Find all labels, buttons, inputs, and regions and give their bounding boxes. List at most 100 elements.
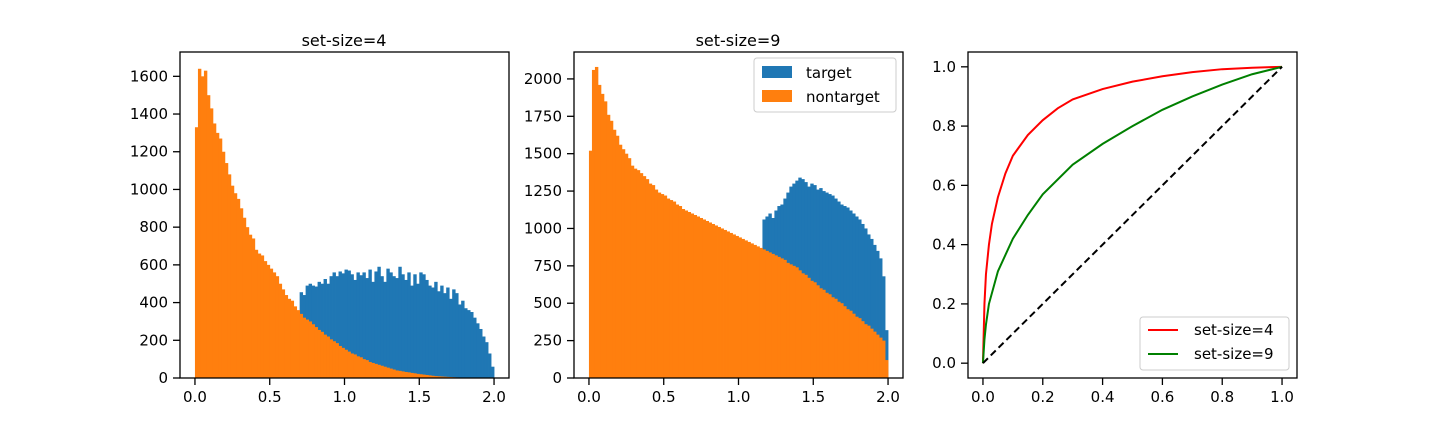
x-tick-label: 0.2 <box>1031 388 1055 406</box>
bar-nontarget-62 <box>774 255 778 378</box>
roc-lines <box>981 65 1283 364</box>
bar-nontarget-79 <box>431 375 435 378</box>
bar-nontarget-56 <box>362 359 366 378</box>
legend-swatch-nontarget <box>762 90 792 102</box>
bar-nontarget-51 <box>347 351 351 378</box>
bar-target-80 <box>828 194 832 378</box>
bar-nontarget-59 <box>371 362 375 378</box>
bar-nontarget-57 <box>759 247 763 378</box>
bar-nontarget-64 <box>386 367 390 378</box>
bar-target-94 <box>870 238 874 378</box>
bar-nontarget-97 <box>879 337 883 378</box>
bar-nontarget-33 <box>687 212 692 378</box>
bar-nontarget-3 <box>597 84 602 379</box>
bar-target-75 <box>813 185 817 378</box>
bar-nontarget-13 <box>233 193 238 378</box>
bar-target-55 <box>359 275 363 378</box>
y-tick-label: 1600 <box>130 67 168 85</box>
x-tick-label: 1.0 <box>1270 388 1294 406</box>
bar-nontarget-78 <box>822 289 826 378</box>
legend-roc: set-size=4 set-size=9 <box>1139 316 1290 371</box>
bar-nontarget-15 <box>239 208 244 378</box>
bar-target-95 <box>479 328 483 378</box>
bar-nontarget-40 <box>708 222 712 378</box>
bar-target-92 <box>470 312 474 378</box>
bar-nontarget-10 <box>618 144 623 378</box>
y-tick-label: 1400 <box>130 105 168 123</box>
bar-target-68 <box>398 266 402 378</box>
bar-nontarget-80 <box>434 376 438 378</box>
bar-nontarget-21 <box>651 185 656 378</box>
bar-nontarget-30 <box>678 206 683 378</box>
bar-nontarget-25 <box>269 268 274 378</box>
y-tick-label: 200 <box>139 331 168 349</box>
y-tick-label: 800 <box>139 218 168 236</box>
bar-nontarget-61 <box>377 364 381 378</box>
x-tick-label: 0.0 <box>183 388 207 406</box>
bar-target-49 <box>341 273 345 378</box>
bar-nontarget-67 <box>395 370 399 378</box>
bar-target-73 <box>413 274 417 378</box>
bar-nontarget-1 <box>197 68 202 378</box>
x-tick-label: 0.4 <box>1091 388 1115 406</box>
bar-target-54 <box>356 272 360 378</box>
bar-target-82 <box>440 285 444 378</box>
bar-nontarget-59 <box>765 250 769 378</box>
bar-nontarget-21 <box>257 253 262 378</box>
y-tick-label: 0.2 <box>932 295 956 313</box>
bar-nontarget-17 <box>245 227 250 378</box>
x-tick-label: 0.0 <box>577 388 601 406</box>
bar-target-98 <box>488 353 492 378</box>
y-tick-label: 0 <box>552 369 562 387</box>
bar-nontarget-9 <box>615 135 620 378</box>
bar-nontarget-75 <box>813 282 817 378</box>
bar-nontarget-43 <box>717 226 721 378</box>
bar-target-89 <box>855 216 859 378</box>
bar-target-90 <box>464 308 468 378</box>
bar-target-69 <box>401 274 405 378</box>
bar-target-42 <box>320 283 324 378</box>
bar-nontarget-98 <box>882 340 886 378</box>
bar-nontarget-37 <box>305 319 310 378</box>
bar-nontarget-31 <box>681 209 686 378</box>
y-tick-label: 500 <box>533 294 562 312</box>
x-tick-label: 1.5 <box>801 388 825 406</box>
bar-nontarget-0 <box>194 127 199 378</box>
bar-nontarget-75 <box>419 374 423 378</box>
y-tick-label: 250 <box>533 332 562 350</box>
bar-target-95 <box>873 244 877 378</box>
bar-target-72 <box>410 285 414 378</box>
bar-nontarget-74 <box>416 373 420 378</box>
bar-nontarget-15 <box>633 168 638 378</box>
bar-target-60 <box>374 271 378 378</box>
bar-nontarget-65 <box>783 259 787 378</box>
legend-label-target: target <box>806 64 852 82</box>
bar-target-79 <box>431 287 435 378</box>
bar-target-82 <box>834 198 838 378</box>
line-diagonal <box>982 66 1283 364</box>
bar-target-50 <box>344 269 348 378</box>
x-tick-label: 2.0 <box>482 388 506 406</box>
bar-target-94 <box>476 323 480 378</box>
y-tick-label: 1200 <box>130 143 168 161</box>
bar-target-59 <box>371 281 375 378</box>
bar-nontarget-65 <box>389 368 393 378</box>
bar-target-43 <box>323 279 327 378</box>
bar-nontarget-48 <box>338 345 342 378</box>
bar-nontarget-68 <box>398 370 402 378</box>
bar-nontarget-32 <box>684 210 689 378</box>
bar-target-83 <box>443 293 447 378</box>
bar-nontarget-29 <box>281 289 286 378</box>
bar-target-91 <box>467 310 471 378</box>
roc-curves: 0.0 0.2 0.4 0.6 0.8 1.0 0.0 0.2 0.4 0.6 0.8 1.0 se… <box>932 51 1298 406</box>
bar-target-46 <box>332 272 336 378</box>
bar-target-53 <box>353 279 357 378</box>
y-tick-label: 600 <box>139 256 168 274</box>
bar-nontarget-58 <box>762 249 766 378</box>
bars-set-size-4 <box>194 68 495 379</box>
bar-nontarget-72 <box>804 274 808 378</box>
x-tick-label: 0.0 <box>971 388 995 406</box>
bar-target-98 <box>882 276 886 378</box>
bar-nontarget-11 <box>621 149 626 378</box>
bar-nontarget-27 <box>275 276 280 378</box>
